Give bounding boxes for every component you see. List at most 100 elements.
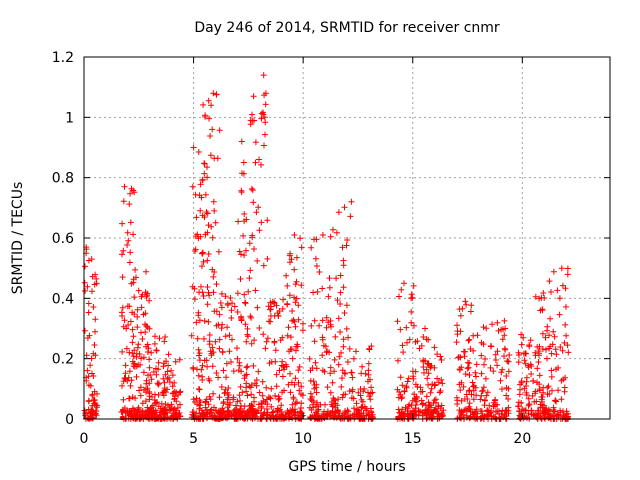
data-point <box>356 414 362 421</box>
data-point <box>399 394 406 401</box>
data-point <box>131 311 138 318</box>
data-point <box>550 328 557 335</box>
data-point <box>154 380 161 387</box>
data-point <box>163 409 170 416</box>
data-point <box>417 408 424 415</box>
data-point <box>344 414 351 421</box>
data-point <box>465 364 472 371</box>
data-point <box>144 349 151 355</box>
data-point <box>162 415 169 422</box>
data-point <box>169 383 176 390</box>
data-point <box>146 364 153 371</box>
data-point <box>404 378 411 385</box>
data-point <box>204 284 211 290</box>
data-point <box>540 389 547 396</box>
data-point <box>537 307 544 314</box>
data-point <box>238 402 244 409</box>
data-point <box>484 389 491 396</box>
data-point <box>137 392 144 399</box>
data-point <box>550 407 557 413</box>
data-point <box>213 281 220 288</box>
x-tick-label: 5 <box>189 431 198 447</box>
data-point <box>420 358 427 365</box>
data-point <box>244 325 251 332</box>
data-point <box>323 349 330 356</box>
data-point <box>248 391 255 398</box>
data-point <box>228 359 234 365</box>
data-point <box>563 303 569 310</box>
data-point <box>234 290 241 297</box>
data-point <box>135 341 142 348</box>
data-point <box>348 198 355 205</box>
data-point <box>544 384 551 391</box>
data-point <box>469 379 476 386</box>
data-point <box>327 233 334 240</box>
data-point <box>482 375 489 382</box>
data-point <box>289 308 296 314</box>
data-point <box>220 367 227 374</box>
data-point <box>195 386 202 392</box>
data-point <box>199 362 206 369</box>
data-point <box>479 387 486 394</box>
data-point <box>498 369 505 376</box>
data-point <box>161 385 168 392</box>
data-point <box>218 384 225 390</box>
data-point <box>266 318 272 325</box>
data-point <box>410 375 417 382</box>
data-point <box>437 353 444 360</box>
data-point <box>365 378 371 385</box>
data-point <box>283 272 290 279</box>
data-point <box>313 389 320 396</box>
data-point <box>267 395 274 402</box>
data-point <box>164 368 171 375</box>
data-point <box>139 336 146 342</box>
data-point <box>156 335 163 342</box>
data-point <box>264 255 271 262</box>
data-point <box>250 362 257 369</box>
data-point <box>565 349 572 356</box>
data-point <box>208 102 215 109</box>
data-point <box>251 410 258 416</box>
data-point <box>204 411 211 418</box>
data-point <box>138 355 145 362</box>
data-point <box>427 364 434 371</box>
data-point <box>424 375 431 382</box>
data-point <box>339 375 345 382</box>
data-point <box>234 355 241 362</box>
data-point <box>403 384 410 391</box>
data-point <box>351 410 358 417</box>
data-point <box>237 276 244 282</box>
data-point <box>454 322 460 329</box>
data-point <box>437 388 444 394</box>
data-point <box>254 304 261 311</box>
data-point <box>278 362 285 369</box>
data-point <box>298 383 305 390</box>
data-point <box>192 399 198 405</box>
data-point <box>462 298 469 305</box>
data-point <box>466 372 473 378</box>
data-point <box>279 305 286 312</box>
data-point <box>338 349 344 356</box>
data-point <box>477 408 484 414</box>
data-point <box>260 331 267 338</box>
data-point <box>151 340 158 347</box>
data-point <box>528 371 535 377</box>
data-point <box>267 299 274 306</box>
data-point <box>127 318 134 325</box>
data-point <box>290 394 297 401</box>
data-point <box>520 407 527 414</box>
data-point <box>421 369 427 376</box>
data-point <box>216 394 223 401</box>
data-point <box>209 266 216 273</box>
data-point <box>558 265 565 272</box>
data-point <box>176 389 183 396</box>
data-point <box>401 388 408 395</box>
data-point <box>195 346 202 353</box>
data-point <box>541 295 548 301</box>
data-point <box>324 348 331 355</box>
data-point <box>400 349 407 356</box>
data-point <box>547 343 554 350</box>
data-point <box>319 317 326 324</box>
data-point <box>310 289 317 296</box>
data-point <box>353 400 360 407</box>
